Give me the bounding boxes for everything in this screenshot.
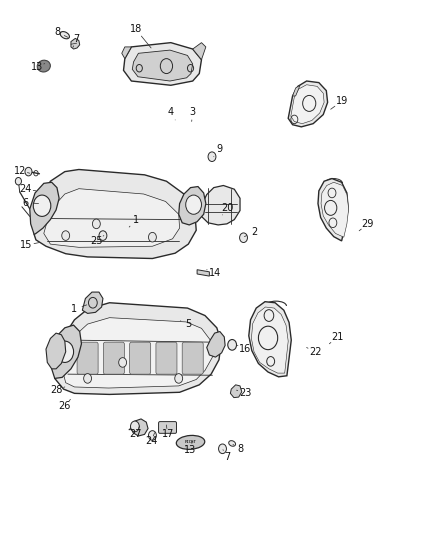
Text: 6: 6 (22, 198, 28, 207)
Text: 13: 13 (31, 62, 43, 71)
Circle shape (84, 374, 92, 383)
Polygon shape (318, 179, 348, 241)
Text: 25: 25 (90, 236, 102, 246)
Text: 4: 4 (168, 107, 174, 117)
Polygon shape (71, 38, 80, 49)
Circle shape (62, 231, 70, 240)
Text: 15: 15 (20, 240, 32, 250)
Text: 3: 3 (190, 107, 196, 117)
Circle shape (33, 195, 51, 216)
Polygon shape (64, 318, 212, 388)
Polygon shape (44, 189, 180, 247)
Text: 8: 8 (237, 444, 243, 454)
Ellipse shape (37, 60, 50, 72)
Polygon shape (122, 47, 131, 59)
Polygon shape (124, 43, 201, 85)
Text: 2: 2 (251, 227, 257, 237)
Polygon shape (199, 185, 240, 225)
Polygon shape (82, 292, 103, 313)
Text: 20: 20 (222, 203, 234, 213)
Text: 1: 1 (71, 304, 78, 314)
Ellipse shape (60, 31, 70, 39)
FancyBboxPatch shape (159, 422, 177, 433)
Text: 29: 29 (362, 219, 374, 229)
Text: 24: 24 (19, 184, 32, 194)
Polygon shape (131, 419, 148, 436)
Text: 7: 7 (225, 453, 231, 462)
Polygon shape (179, 187, 206, 225)
Circle shape (186, 195, 201, 214)
Circle shape (148, 232, 156, 242)
Polygon shape (249, 302, 291, 377)
Text: 23: 23 (239, 389, 251, 398)
Polygon shape (288, 81, 328, 127)
Polygon shape (51, 325, 81, 378)
FancyBboxPatch shape (130, 342, 151, 374)
Circle shape (25, 167, 32, 176)
Text: 5: 5 (185, 319, 191, 329)
Circle shape (99, 231, 107, 240)
Ellipse shape (177, 435, 205, 449)
Text: 22: 22 (309, 347, 321, 357)
Polygon shape (207, 332, 225, 357)
Circle shape (51, 345, 61, 358)
Text: 14: 14 (208, 268, 221, 278)
Ellipse shape (229, 441, 236, 446)
FancyBboxPatch shape (182, 342, 203, 374)
Text: 24: 24 (145, 437, 157, 446)
Circle shape (175, 374, 183, 383)
Polygon shape (291, 85, 324, 124)
Text: 19: 19 (336, 96, 348, 106)
Polygon shape (293, 85, 300, 96)
Polygon shape (46, 333, 66, 369)
Circle shape (56, 341, 74, 362)
Text: 7: 7 (74, 34, 80, 44)
Text: 1: 1 (133, 215, 139, 224)
Text: 26: 26 (59, 401, 71, 411)
Circle shape (228, 340, 237, 350)
FancyBboxPatch shape (103, 342, 124, 374)
Text: FICHT: FICHT (184, 440, 197, 445)
Polygon shape (251, 307, 288, 373)
Circle shape (15, 177, 21, 185)
FancyBboxPatch shape (77, 342, 98, 374)
Polygon shape (132, 50, 193, 81)
Text: 13: 13 (184, 446, 197, 455)
Polygon shape (193, 43, 206, 60)
Text: 9: 9 (216, 144, 222, 154)
Circle shape (208, 152, 216, 161)
Polygon shape (230, 385, 242, 398)
Polygon shape (30, 182, 59, 235)
Circle shape (219, 444, 226, 454)
Polygon shape (321, 182, 349, 237)
Circle shape (119, 358, 127, 367)
Circle shape (148, 431, 156, 440)
Polygon shape (193, 197, 202, 214)
Text: 16: 16 (239, 344, 251, 354)
Circle shape (92, 219, 100, 229)
Circle shape (240, 233, 247, 243)
Text: 17: 17 (162, 430, 174, 439)
Text: 27: 27 (130, 430, 142, 439)
Polygon shape (55, 303, 221, 394)
Text: 8: 8 (54, 27, 60, 37)
Text: 21: 21 (331, 332, 343, 342)
Text: 18: 18 (130, 25, 142, 34)
Polygon shape (34, 169, 196, 259)
FancyBboxPatch shape (156, 342, 177, 374)
Text: 12: 12 (14, 166, 26, 175)
Polygon shape (197, 270, 209, 276)
Text: 28: 28 (50, 385, 62, 395)
Circle shape (131, 421, 139, 432)
